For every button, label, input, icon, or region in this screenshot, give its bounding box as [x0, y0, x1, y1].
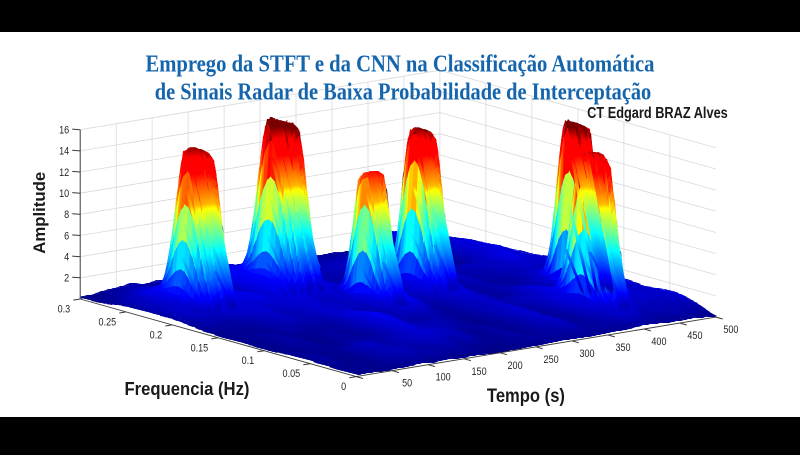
svg-text:6: 6 — [64, 231, 69, 243]
svg-text:0.25: 0.25 — [99, 317, 117, 329]
svg-text:100: 100 — [436, 372, 451, 384]
svg-text:8: 8 — [64, 209, 69, 221]
svg-text:500: 500 — [723, 324, 738, 336]
svg-text:4: 4 — [64, 252, 69, 264]
svg-text:150: 150 — [472, 366, 487, 378]
svg-text:50: 50 — [402, 378, 412, 390]
svg-text:0.1: 0.1 — [242, 355, 255, 367]
svg-text:de Sinais Radar de Baixa Proba: de Sinais Radar de Baixa Probabilidade d… — [155, 78, 651, 105]
svg-text:CT Edgard BRAZ Alves: CT Edgard BRAZ Alves — [587, 105, 728, 122]
svg-text:0.15: 0.15 — [191, 343, 209, 355]
svg-text:Emprego da STFT e da CNN na Cl: Emprego da STFT e da CNN na Classificaçã… — [145, 50, 654, 77]
svg-text:16: 16 — [59, 125, 69, 137]
svg-text:Tempo (s): Tempo (s) — [487, 385, 565, 407]
svg-text:450: 450 — [687, 330, 702, 342]
svg-text:0.05: 0.05 — [283, 368, 301, 380]
svg-text:0.2: 0.2 — [150, 330, 163, 342]
svg-text:250: 250 — [544, 354, 559, 366]
svg-text:Amplitude: Amplitude — [30, 172, 49, 254]
svg-text:400: 400 — [651, 336, 666, 348]
svg-text:0: 0 — [341, 381, 346, 393]
svg-text:350: 350 — [615, 342, 630, 354]
svg-text:300: 300 — [579, 348, 594, 360]
svg-text:12: 12 — [59, 167, 69, 179]
svg-text:Frequencia (Hz): Frequencia (Hz) — [124, 379, 249, 400]
svg-text:200: 200 — [508, 360, 523, 372]
svg-text:0.3: 0.3 — [58, 304, 71, 316]
svg-text:14: 14 — [59, 146, 69, 158]
svg-text:10: 10 — [59, 188, 69, 200]
svg-text:2: 2 — [64, 273, 69, 285]
